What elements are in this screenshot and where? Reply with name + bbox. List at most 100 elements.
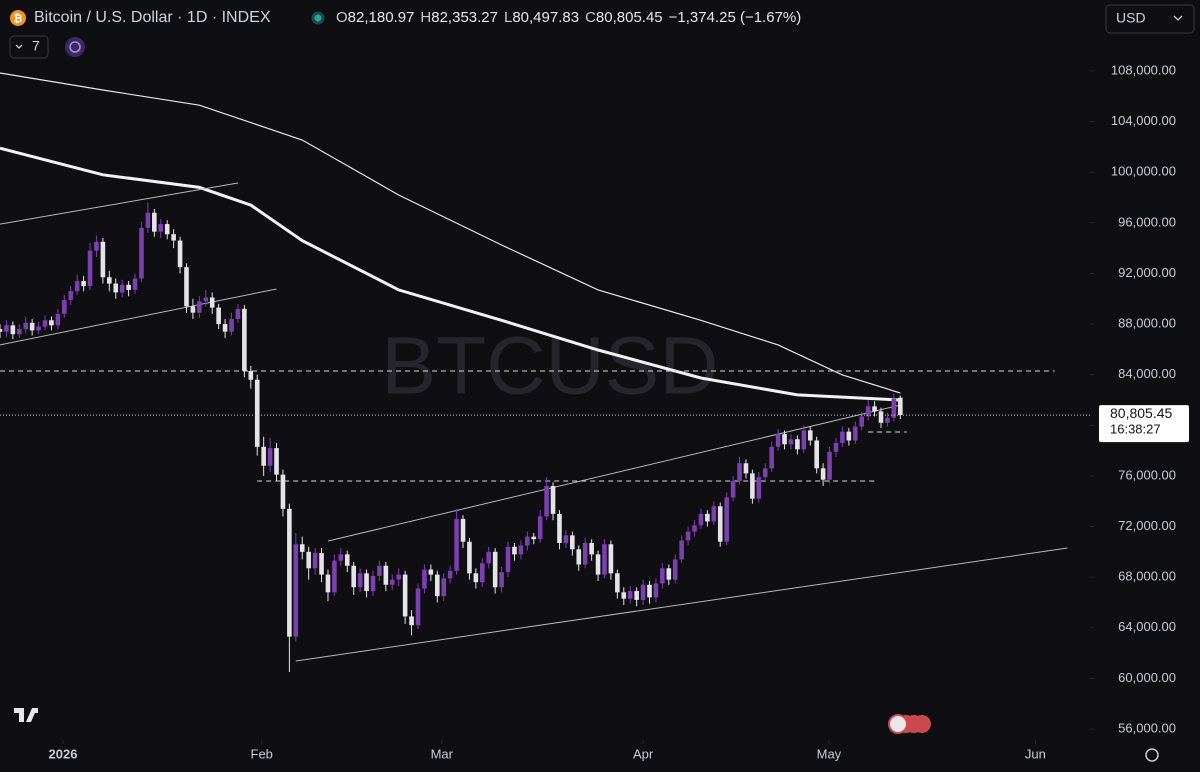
candle-body — [627, 591, 633, 599]
candle — [550, 482, 556, 521]
candle — [357, 568, 363, 593]
settings-icon[interactable] — [1145, 748, 1159, 762]
candle-body — [293, 544, 299, 637]
candle-body — [563, 535, 569, 543]
candle — [801, 425, 807, 454]
candle-body — [332, 560, 337, 593]
candle-body — [666, 568, 672, 580]
candle — [615, 569, 620, 599]
candle — [653, 578, 659, 603]
sync-icon[interactable] — [65, 37, 85, 57]
candle-body — [582, 542, 588, 565]
candle-body — [158, 224, 164, 232]
candle — [428, 564, 434, 581]
candle — [724, 492, 729, 546]
thin-line — [0, 72, 901, 394]
candle-body — [525, 536, 530, 546]
candle-body — [852, 426, 858, 441]
candle-body — [29, 322, 35, 331]
candle — [647, 580, 652, 604]
candle — [29, 319, 35, 336]
candle-body — [94, 241, 99, 251]
candle-body — [589, 542, 594, 555]
currency-select[interactable] — [1105, 4, 1195, 34]
candle — [68, 286, 74, 306]
ohlc-value: 82,353.27 — [431, 9, 498, 26]
candle-body — [344, 554, 350, 566]
candle — [885, 412, 890, 427]
candle — [319, 548, 324, 583]
y-tick-label: 68,000.00 — [1118, 569, 1176, 584]
last-price-box — [1099, 405, 1189, 443]
candle-body — [209, 297, 215, 308]
candle-body — [389, 579, 395, 585]
candle-body — [486, 551, 492, 564]
candle-body — [280, 474, 286, 509]
y-tick-label: 88,000.00 — [1118, 316, 1176, 331]
candle — [814, 436, 819, 474]
candle-body — [274, 448, 279, 475]
indicator-toggle[interactable] — [9, 35, 49, 59]
candle — [608, 540, 614, 580]
candle-body — [177, 240, 183, 268]
candle — [563, 530, 569, 549]
candle — [557, 510, 562, 550]
candle-body — [769, 446, 774, 469]
y-tick-label: 76,000.00 — [1118, 467, 1176, 482]
y-tick-label: 104,000.00 — [1111, 113, 1176, 128]
candle — [454, 508, 459, 575]
candle-body — [653, 583, 659, 598]
candle-body — [299, 544, 305, 552]
candle-body — [576, 549, 582, 565]
candle-body — [113, 283, 119, 293]
candle — [377, 560, 382, 581]
symbol-title[interactable]: Bitcoin / U.S. Dollar · 1D · INDEX — [34, 9, 271, 26]
candle-body — [762, 468, 768, 478]
candle — [145, 202, 151, 233]
candle-body — [750, 473, 755, 499]
candle-body — [788, 439, 794, 445]
candle-body — [0, 329, 3, 332]
candle — [107, 270, 112, 292]
candle — [531, 532, 537, 545]
ohlc-key: O — [336, 9, 348, 26]
candle — [306, 546, 311, 580]
candle-body — [846, 431, 852, 441]
candle — [409, 610, 414, 636]
candle — [422, 564, 427, 594]
candle-body — [698, 513, 704, 526]
candle-body — [287, 508, 292, 637]
candle-body — [171, 234, 176, 241]
candle — [10, 321, 16, 340]
candle — [177, 236, 183, 274]
candle — [852, 421, 858, 445]
candle-body — [602, 544, 607, 575]
candle-body — [820, 468, 826, 480]
ohlc-value: 80,805.45 — [596, 9, 663, 26]
flag[interactable] — [888, 714, 908, 734]
candle — [634, 587, 639, 607]
candle — [190, 298, 196, 320]
ohlc-value: 82,180.97 — [348, 9, 415, 26]
candle — [820, 463, 826, 487]
candle — [750, 469, 755, 504]
candle-body — [807, 430, 813, 441]
candle — [139, 221, 144, 283]
candle — [666, 564, 672, 585]
candle-body — [42, 320, 48, 327]
candle-body — [325, 574, 331, 593]
candle-body — [383, 565, 389, 585]
candle-body — [743, 463, 749, 474]
candle — [0, 324, 3, 338]
candle — [184, 263, 189, 313]
candle — [229, 312, 234, 336]
candle — [730, 475, 736, 502]
candle-body — [840, 431, 845, 444]
candle-body — [672, 559, 678, 580]
candle-body — [679, 540, 684, 560]
candle-body — [100, 241, 106, 278]
candle — [332, 554, 337, 597]
candle-body — [885, 417, 890, 423]
candle — [660, 563, 665, 589]
candle-body — [891, 398, 897, 418]
